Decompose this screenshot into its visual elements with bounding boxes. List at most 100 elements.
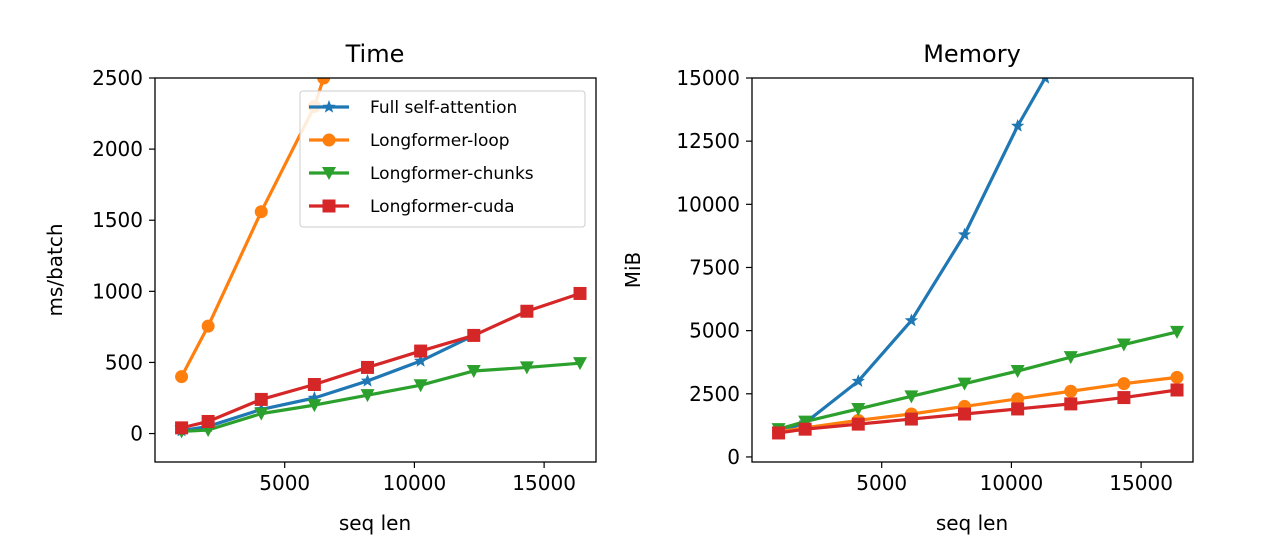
data-point — [519, 361, 534, 375]
series-line — [778, 375, 1178, 434]
legend-entry-longformer-cuda: Longformer-cuda — [309, 197, 515, 217]
data-point — [1117, 391, 1131, 405]
data-point — [317, 78, 331, 85]
memory-chart-xlabel: seq len — [936, 511, 1008, 535]
y-tick-label: 1000 — [92, 279, 143, 303]
data-point — [1170, 370, 1184, 384]
data-point — [957, 377, 972, 391]
x-tick-label: 15000 — [1109, 471, 1173, 495]
data-point — [307, 391, 322, 404]
legend: Full self-attention Longformer-loop Long… — [299, 90, 586, 228]
data-point — [1170, 325, 1185, 339]
legend-marker-square — [322, 199, 336, 213]
data-point — [360, 389, 375, 403]
data-point — [1116, 338, 1131, 352]
data-point — [958, 407, 972, 421]
y-tick-label: 0 — [130, 422, 143, 446]
x-tick-label: 5000 — [259, 471, 310, 495]
legend-marker-circle — [322, 133, 336, 147]
legend-marker-shape — [322, 167, 336, 180]
y-tick-label: 2500 — [92, 66, 143, 90]
data-point — [1064, 384, 1078, 398]
data-point — [1010, 365, 1025, 379]
legend-entry-longformer-chunks: Longformer-chunks — [309, 164, 534, 184]
data-point — [467, 328, 481, 342]
memory-chart: Memory 5000 10000 15000 0 2500 5000 7500 10000 1… — [621, 40, 1194, 535]
series-longformer-chunks — [174, 357, 588, 439]
data-point — [254, 205, 268, 219]
y-tick-label: 5000 — [689, 319, 740, 343]
data-point — [1041, 78, 1050, 84]
data-point — [851, 417, 865, 431]
data-point — [851, 374, 865, 387]
time-chart-ticks: 5000 10000 15000 0 500 1000 1500 2000 2500 — [92, 66, 576, 495]
series-longformer-cuda — [175, 286, 587, 435]
legend-entry-longformer-loop: Longformer-loop — [309, 131, 510, 151]
data-point — [175, 370, 189, 384]
data-point — [1117, 377, 1131, 391]
data-point — [1010, 119, 1025, 132]
time-chart-series — [174, 78, 588, 439]
data-point — [904, 412, 918, 426]
data-point — [414, 344, 428, 358]
data-point — [904, 313, 919, 327]
y-tick-label: 12500 — [676, 129, 740, 153]
time-chart-title: Time — [345, 40, 405, 68]
data-point — [573, 286, 587, 300]
series-line — [181, 361, 581, 434]
legend-label-longformer-loop: Longformer-loop — [370, 131, 510, 151]
x-tick-label: 15000 — [512, 471, 576, 495]
memory-chart-axes-frame — [751, 77, 1194, 463]
data-point — [413, 379, 428, 393]
data-point — [1011, 402, 1025, 416]
series-longformer-cuda — [772, 383, 1184, 440]
data-point — [413, 354, 428, 367]
legend-entry-full-self-attention: Full self-attention — [309, 98, 517, 118]
data-point — [361, 360, 375, 374]
data-point — [957, 227, 972, 241]
memory-chart-ylabel: MiB — [621, 252, 645, 289]
data-point — [1011, 392, 1025, 406]
data-point — [772, 426, 786, 440]
y-tick-label: 15000 — [676, 66, 740, 90]
y-tick-label: 2000 — [92, 137, 143, 161]
data-point — [520, 304, 534, 318]
data-point — [1063, 351, 1078, 365]
legend-marker-shape — [322, 199, 336, 213]
y-tick-label: 7500 — [689, 255, 740, 279]
series-full-self-attention — [771, 78, 1050, 438]
y-tick-label: 10000 — [676, 192, 740, 216]
data-point — [254, 407, 269, 421]
series-line — [778, 330, 1178, 431]
data-point — [1170, 383, 1184, 397]
data-point — [851, 402, 866, 416]
legend-marker-shape — [322, 133, 336, 147]
legend-label-longformer-chunks: Longformer-chunks — [370, 164, 534, 184]
y-tick-label: 500 — [105, 350, 143, 374]
data-point — [1064, 397, 1078, 411]
data-point — [201, 414, 215, 428]
legend-box — [299, 90, 586, 228]
x-tick-label: 5000 — [856, 471, 907, 495]
legend-label-longformer-cuda: Longformer-cuda — [370, 197, 515, 217]
data-point — [466, 364, 481, 378]
series-line — [778, 78, 1047, 434]
data-point — [904, 390, 919, 404]
memory-chart-ticks: 5000 10000 15000 0 2500 5000 7500 10000 12500 150… — [676, 66, 1173, 495]
y-tick-label: 2500 — [689, 382, 740, 406]
legend-marker-triangle-down — [322, 167, 336, 180]
series-line — [181, 291, 581, 430]
memory-chart-series — [771, 78, 1185, 440]
x-tick-label: 10000 — [980, 471, 1044, 495]
data-point — [360, 373, 375, 387]
data-point — [798, 415, 813, 429]
x-tick-label: 10000 — [383, 471, 447, 495]
data-point — [798, 422, 812, 436]
time-chart-ylabel: ms/batch — [43, 223, 67, 316]
data-point — [307, 377, 321, 391]
time-chart-xlabel: seq len — [339, 511, 411, 535]
data-point — [175, 421, 189, 435]
legend-marker-shape — [322, 100, 336, 113]
data-point — [254, 392, 268, 406]
